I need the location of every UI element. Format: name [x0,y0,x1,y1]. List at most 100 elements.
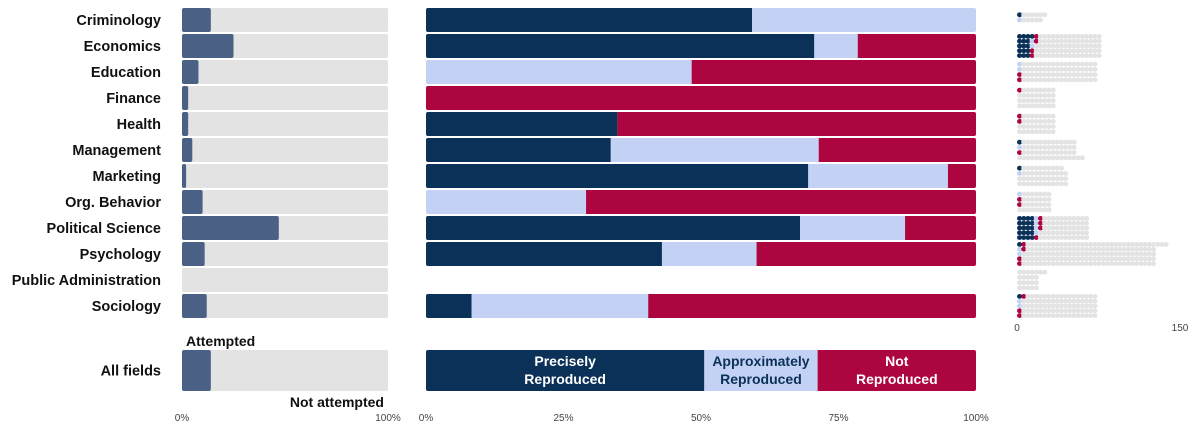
waffle-dot-economics [1071,48,1077,54]
waffle-dot-education [1092,61,1098,67]
waffle-dot-political-science [1050,220,1056,226]
waffle-dot-sociology [1046,303,1052,309]
waffle-dot-education [1063,61,1069,67]
waffle-dot-health [1033,129,1039,135]
waffle-dot-psychology [1100,256,1106,262]
field-label-org-behavior: Org. Behavior [65,195,161,211]
waffle-dot-psychology [1104,242,1111,247]
waffle-dot-education [1029,77,1035,83]
waffle-dot-marketing [1042,181,1048,187]
waffle-dot-sociology [1050,313,1056,318]
waffle-dot-political-science [1021,230,1027,236]
waffle-dot-economics [1083,38,1090,44]
waffle-dot-sociology [1029,308,1035,314]
waffle-dot-economics [1071,43,1077,49]
waffle-dot-sociology [1025,294,1031,299]
waffle-dot-sociology [1063,298,1069,304]
waffle-dot-psychology [1017,261,1023,266]
waffle-dot-marketing [1033,165,1039,171]
waffle-dot-psychology [1037,256,1044,262]
waffle-dot-marketing [1021,176,1027,182]
waffle-dot-health [1025,119,1031,124]
attempted-education-background [182,60,388,84]
outcomes-all-fields-precisely-reproduced-segment [426,350,705,391]
waffle-dot-sociology [1075,294,1081,299]
waffle-dot-sociology [1025,303,1031,309]
waffle-dot-education [1063,67,1069,72]
waffle-dot-psychology [1083,242,1090,247]
waffle-dot-education [1046,72,1052,77]
waffle-dot-health [1037,129,1044,135]
waffle-dot-public-administration [1017,280,1023,285]
waffle-dot-political-science [1075,235,1081,241]
waffle-dot-sociology [1050,308,1056,314]
waffle-dot-management [1054,139,1060,145]
waffle-dot-psychology [1109,246,1115,252]
waffle-dot-political-science [1046,230,1052,236]
waffle-dot-criminology [1025,12,1031,18]
waffle-dot-political-science [1079,216,1085,221]
waffle-dot-psychology [1058,246,1065,252]
waffle-dot-psychology [1134,242,1140,247]
waffle-dot-sociology [1083,313,1090,318]
waffle-dot-sociology [1050,298,1056,304]
waffle-dot-psychology [1134,256,1140,262]
waffle-dot-education [1017,67,1023,72]
waffle-dot-economics [1058,43,1065,49]
waffle-dot-management [1054,155,1060,161]
waffle-dot-economics [1092,48,1098,54]
waffle-dot-health [1042,113,1048,119]
waffle-dot-education [1075,67,1081,72]
waffle-dot-org-behavior [1042,207,1048,213]
waffle-dot-sociology [1029,294,1035,299]
waffle-dot-finance [1021,98,1027,103]
waffle-dot-political-science [1058,230,1065,236]
waffle-dot-psychology [1159,242,1165,247]
waffle-dot-marketing [1054,181,1060,187]
waffle-dot-org-behavior [1017,207,1023,213]
waffle-dot-criminology [1037,17,1044,23]
waffle-dot-psychology [1092,246,1098,252]
waffle-dot-health [1025,113,1031,119]
waffle-dot-education [1083,61,1090,67]
waffle-dot-psychology [1017,251,1023,257]
waffle-dot-economics [1033,38,1039,44]
waffle-dot-economics [1054,38,1060,44]
waffle-dot-sociology [1071,303,1077,309]
waffle-dot-management [1067,139,1073,145]
waffle-dot-political-science [1037,216,1044,221]
waffle-dot-health [1037,124,1044,129]
outcomes-health-not-reproduced-segment [617,112,976,136]
waffle-dot-psychology [1134,246,1140,252]
waffle-dot-sociology [1046,313,1052,318]
attempted-panel: Attempted Not attempted [182,8,388,410]
waffle-dot-education [1058,72,1065,77]
waffle-dot-marketing [1037,171,1044,176]
waffle-dot-marketing [1063,181,1069,187]
waffle-dot-public-administration [1025,275,1031,280]
waffle-dot-economics [1067,38,1073,44]
waffle-dot-org-behavior [1017,202,1023,208]
waffle-dot-management [1033,145,1039,150]
waffle-dot-sociology [1037,308,1044,314]
attempted-education-attempted-bar [182,60,199,84]
waffle-dot-economics [1037,53,1044,58]
waffle-dot-psychology [1092,251,1098,257]
waffle-dot-psychology [1058,251,1065,257]
waffle-dot-sociology [1071,313,1077,318]
waffle-dot-public-administration [1033,285,1039,291]
waffle-dot-psychology [1063,251,1069,257]
waffle-dot-marketing [1033,181,1039,187]
waffle-dot-psychology [1083,251,1090,257]
waffle-dot-org-behavior [1033,207,1039,213]
waffle-dot-education [1025,67,1031,72]
waffle-dot-management [1025,139,1031,145]
waffle-dot-public-administration [1029,285,1035,291]
waffle-dot-management [1025,155,1031,161]
waffle-dot-psychology [1121,246,1127,252]
waffle-dot-political-science [1029,220,1035,226]
waffle-dot-economics [1063,34,1069,39]
waffle-dot-psychology [1109,242,1115,247]
waffle-dot-economics [1033,48,1039,54]
waffle-dot-sociology [1033,308,1039,314]
